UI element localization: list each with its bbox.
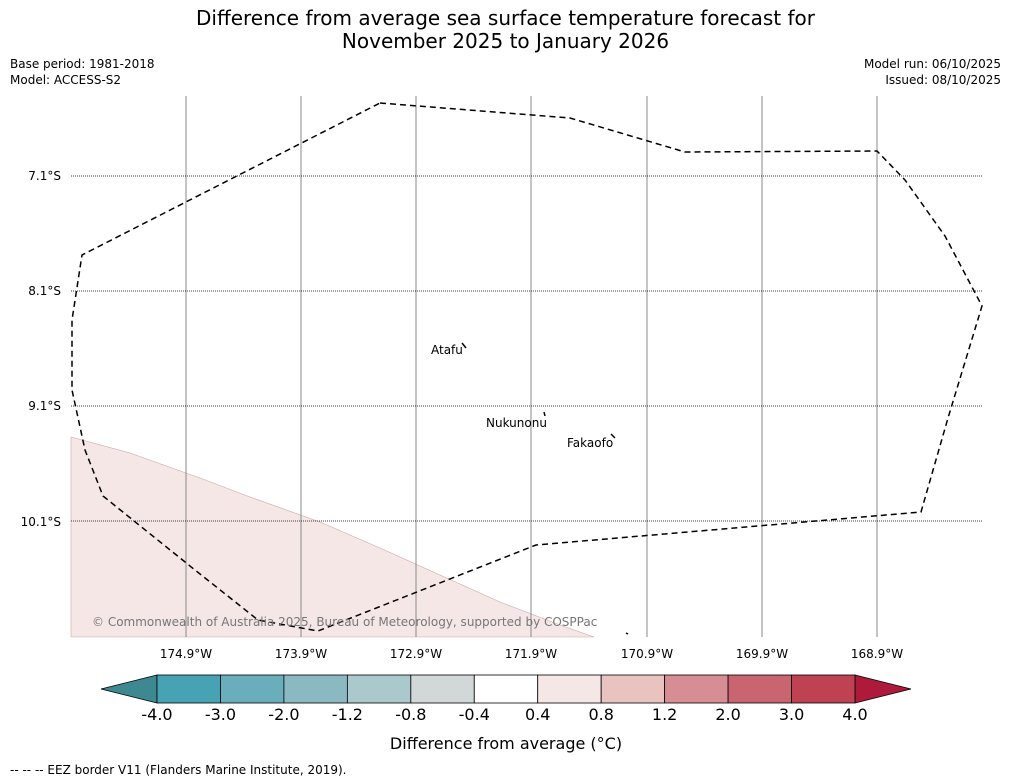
colorbar-segment [410, 674, 475, 704]
model-text: Model: ACCESS-S2 [10, 73, 122, 87]
colorbar-title: Difference from average (°C) [390, 734, 622, 753]
colorbar-tick-label: 1.2 [652, 705, 677, 724]
latitude-gridlines [71, 175, 982, 522]
lon-label: 172.9°W [390, 647, 442, 661]
colorbar-segment [537, 674, 602, 704]
colorbar-tick-label: -1.2 [332, 705, 363, 724]
lat-label: 8.1°S [28, 284, 61, 298]
colorbar-segment [600, 674, 666, 704]
chart-title-line2: November 2025 to January 2026 [341, 29, 670, 53]
colorbar-segment [220, 674, 285, 704]
lat-label: 9.1°S [28, 399, 61, 413]
island-marks [461, 342, 629, 635]
colorbar-segment [664, 674, 729, 704]
lon-label: 169.9°W [736, 647, 788, 661]
anomaly-region [70, 436, 595, 638]
colorbar-segment [791, 674, 856, 704]
place-label-nukunonu: Nukunonu [486, 416, 547, 430]
place-label-atafu: Atafu [431, 343, 463, 357]
colorbar-tick-label: 0.8 [588, 705, 613, 724]
lat-label: 7.1°S [28, 169, 61, 183]
colorbar-tick-label: -0.4 [459, 705, 490, 724]
place-label-fakaofo: Fakaofo [567, 436, 613, 450]
colorbar-tick-label: -0.8 [395, 705, 426, 724]
colorbar-tick-label: 4.0 [842, 705, 867, 724]
lon-label: 171.9°W [505, 647, 557, 661]
lon-label: 170.9°W [621, 647, 673, 661]
chart-title-line1: Difference from average sea surface temp… [195, 6, 815, 30]
colorbar-tick-label: 3.0 [779, 705, 804, 724]
lon-label: 174.9°W [160, 647, 212, 661]
lon-label: 168.9°W [851, 647, 903, 661]
colorbar-under-arrow [100, 674, 158, 704]
colorbar-segment [473, 674, 539, 704]
colorbar-tick-label: -4.0 [141, 705, 172, 724]
copyright-text: © Commonwealth of Australia 2025, Bureau… [92, 615, 597, 629]
colorbar-segment [283, 674, 348, 704]
lon-label: 173.9°W [275, 647, 327, 661]
colorbar-segment [156, 674, 221, 704]
model-run-text: Model run: 06/10/2025 [863, 57, 1001, 71]
colorbar-over-arrow [854, 674, 912, 704]
lat-label: 10.1°S [21, 515, 61, 529]
colorbar-segment [346, 674, 412, 704]
issued-text: Issued: 08/10/2025 [885, 73, 1001, 87]
colorbar-segment [727, 674, 792, 704]
longitude-gridlines [185, 96, 878, 637]
colorbar: -4.0 -3.0 -2.0 -1.2 -0.8 -0.4 0.4 0.8 1.2 2.0 3.0 4… [100, 674, 912, 724]
colorbar-tick-label: -3.0 [205, 705, 236, 724]
base-period-text: Base period: 1981-2018 [10, 57, 155, 71]
colorbar-tick-label: 0.4 [525, 705, 550, 724]
eez-border [71, 102, 983, 632]
eez-legend-footer: -- -- -- EEZ border V11 (Flanders Marine… [10, 763, 347, 777]
colorbar-tick-label: 2.0 [715, 705, 740, 724]
colorbar-tick-label: -2.0 [268, 705, 299, 724]
